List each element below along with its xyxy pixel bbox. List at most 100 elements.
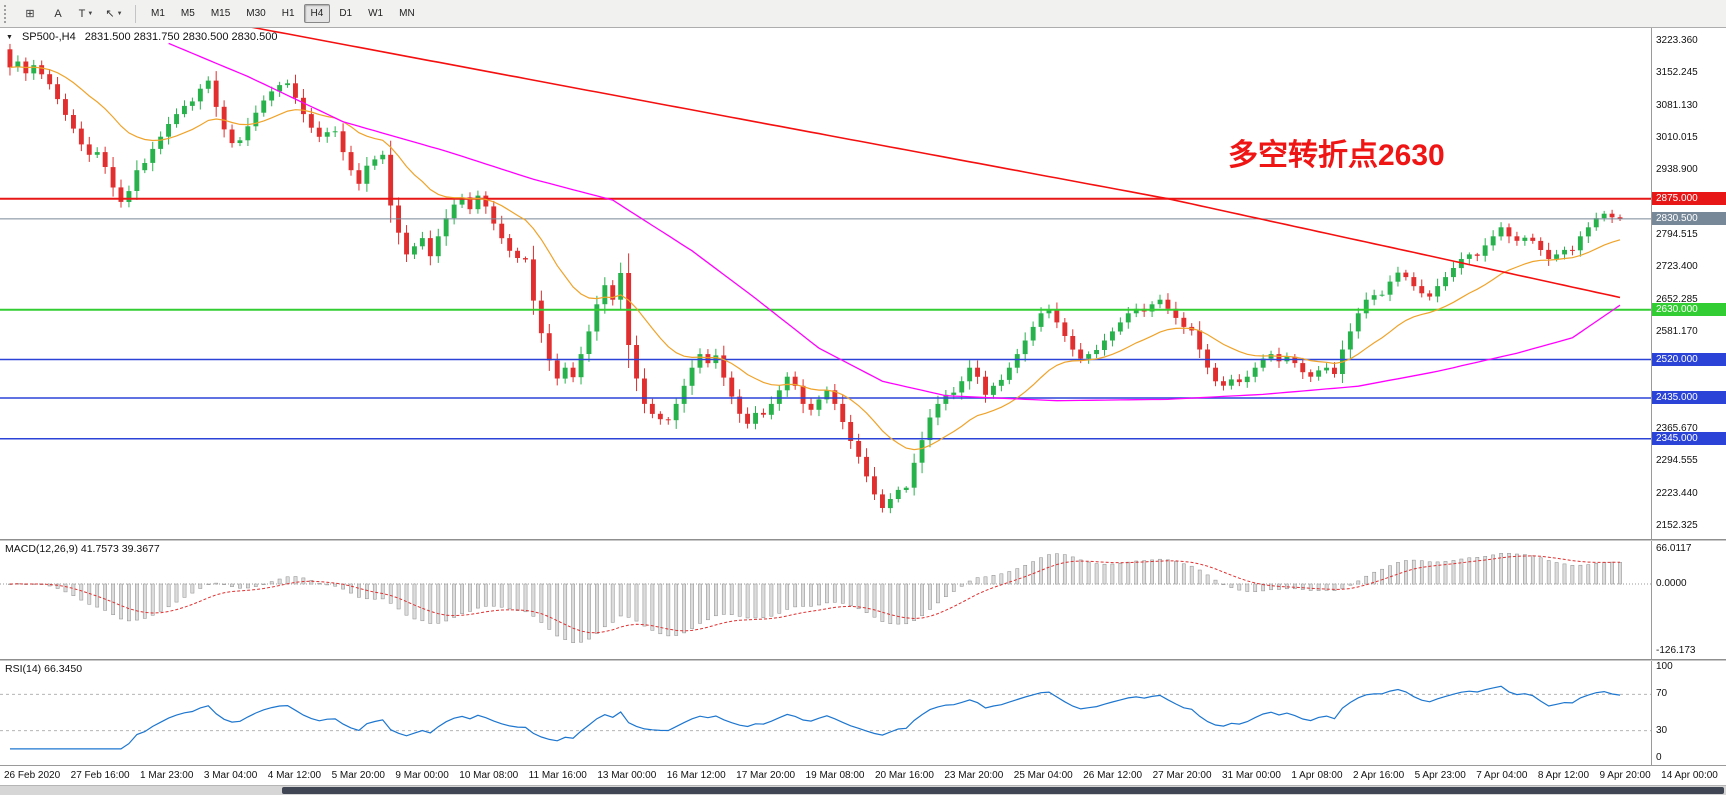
price-axis[interactable]: 3223.360 3152.245 3081.130 3010.015 2938.900…: [1651, 28, 1726, 539]
macd-axis[interactable]: 66.0117 0.0000 -126.173: [1651, 541, 1726, 659]
time-axis-label: 4 Mar 12:00: [267, 770, 322, 781]
rsi-axis[interactable]: 100 70 30 0: [1651, 661, 1726, 765]
main-chart-panel: ▼ SP500-,H4 2831.500 2831.750 2830.500 2…: [0, 28, 1726, 539]
rsi-label: RSI(14) 66.3450: [5, 663, 82, 675]
chart-ohlc: 2831.500 2831.750 2830.500 2830.500: [84, 31, 278, 43]
rsi-chart[interactable]: [0, 661, 1652, 765]
price-level-label: 2630.000: [1652, 302, 1726, 316]
rsi-axis-label: 100: [1656, 661, 1673, 672]
price-axis-label: 3010.015: [1656, 132, 1698, 143]
time-axis-label: 31 Mar 00:00: [1221, 770, 1281, 781]
chart-quick-nav-icon[interactable]: ▼: [6, 33, 13, 41]
chart-tools-group: ⊞ A T ▼ ↖ ▼: [16, 3, 128, 25]
chart-symbol-period: SP500-,H4: [21, 31, 76, 43]
font-tool-icon-button[interactable]: A: [44, 3, 72, 25]
price-axis-label: 2223.440: [1656, 487, 1698, 499]
time-axis-label: 26 Feb 2020: [4, 770, 61, 781]
rsi-panel: RSI(14) 66.3450 100 70 30 0: [0, 661, 1726, 765]
horizontal-scrollbar: [0, 785, 1726, 795]
timeframe-button-d1[interactable]: D1: [339, 8, 353, 19]
time-axis-label: 20 Mar 16:00: [874, 770, 934, 781]
macd-value-main: 41.7573: [80, 543, 119, 555]
time-axis-label: 5 Apr 23:00: [1414, 770, 1466, 781]
timeframe-button-h4[interactable]: H4: [303, 4, 331, 23]
macd-chart[interactable]: [0, 541, 1652, 659]
price-level-label: 2435.000: [1652, 390, 1726, 404]
macd-panel: MACD(12,26,9) 41.7573 39.3677 66.0117 0.0…: [0, 541, 1726, 659]
time-axis-label: 14 Apr 00:00: [1661, 770, 1718, 781]
price-axis-label: 2652.285: [1656, 293, 1698, 305]
price-level-label: 2875.000: [1652, 191, 1726, 205]
panel-separator: [0, 659, 1726, 661]
price-axis-label: 3152.245: [1656, 67, 1698, 79]
time-axis-label: 7 Apr 04:00: [1476, 770, 1528, 781]
time-axis-label: 13 Mar 00:00: [597, 770, 657, 781]
timeframe-button-mn[interactable]: MN: [399, 8, 415, 19]
time-axis-label: 16 Mar 12:00: [666, 770, 726, 781]
rsi-axis-label: 0: [1656, 752, 1662, 763]
chart-grid-icon-button[interactable]: ⊞: [16, 3, 44, 25]
font-tool-icon: A: [54, 7, 62, 20]
price-axis-label: 3223.360: [1656, 35, 1698, 46]
time-axis-label: 25 Mar 04:00: [1013, 770, 1073, 781]
text-tool-icon: T: [78, 7, 86, 20]
candlestick-chart[interactable]: [0, 28, 1652, 539]
panel-separator: [0, 539, 1726, 541]
toolbar-grip[interactable]: [4, 4, 10, 23]
toolbar-separator: [135, 4, 136, 23]
time-axis-label: 2 Apr 16:00: [1353, 770, 1405, 781]
dropdown-caret-icon: ▼: [87, 10, 94, 17]
timeframe-button-m5[interactable]: M5: [180, 8, 195, 19]
cursor-tool-icon-button[interactable]: ↖ ▼: [100, 3, 128, 25]
time-axis-label: 23 Mar 20:00: [944, 770, 1004, 781]
price-level-label: 2520.000: [1652, 352, 1726, 366]
price-axis-label: 3081.130: [1656, 99, 1698, 111]
rsi-name: RSI(14): [5, 663, 42, 675]
time-axis-label: 10 Mar 08:00: [459, 770, 519, 781]
rsi-value: 66.3450: [44, 663, 83, 675]
scrollbar-thumb[interactable]: [282, 787, 1724, 794]
time-axis-label: 27 Feb 16:00: [70, 770, 130, 781]
time-axis-label: 9 Apr 20:00: [1599, 770, 1651, 781]
price-axis-label: 2723.400: [1656, 261, 1698, 273]
toolbar: ⊞ A T ▼ ↖ ▼ M1 M5 M15 M30 H1 H4 D1 W1 MN: [0, 0, 1726, 28]
chart-title-bar: ▼ SP500-,H4 2831.500 2831.750 2830.500 2…: [6, 31, 277, 43]
chart-grid-icon: ⊞: [25, 8, 35, 20]
time-axis-label: 26 Mar 12:00: [1083, 770, 1143, 781]
macd-name: MACD(12,26,9): [5, 543, 78, 555]
timeframe-button-m1[interactable]: M1: [151, 8, 165, 19]
macd-axis-label: 66.0117: [1656, 543, 1692, 554]
price-axis-label: 2938.900: [1656, 164, 1698, 176]
macd-label: MACD(12,26,9) 41.7573 39.3677: [5, 543, 160, 555]
time-axis-label: 1 Apr 08:00: [1291, 770, 1343, 781]
timeframe-button-m30[interactable]: M30: [246, 8, 266, 19]
price-level-label: 2830.500: [1652, 211, 1726, 225]
price-axis-label: 2365.670: [1656, 423, 1698, 434]
cursor-tool-icon: ↖: [105, 8, 115, 20]
price-axis-label: 2294.555: [1656, 455, 1698, 467]
rsi-axis-label: 70: [1656, 688, 1668, 700]
time-axis-label: 11 Mar 16:00: [528, 770, 587, 781]
price-axis-label: 2794.515: [1656, 229, 1698, 240]
timeframe-button-m15[interactable]: M15: [210, 8, 231, 19]
time-axis-label: 19 Mar 08:00: [805, 770, 865, 781]
chart-area: ▼ SP500-,H4 2831.500 2831.750 2830.500 2…: [0, 28, 1726, 795]
text-tool-icon-button[interactable]: T ▼: [72, 3, 100, 25]
annotation-text: 多空转折点2630: [1228, 139, 1445, 172]
time-axis-label: 17 Mar 20:00: [736, 770, 796, 781]
price-level-label: 2345.000: [1652, 431, 1726, 445]
time-axis-label: 9 Mar 00:00: [395, 770, 449, 781]
dropdown-caret-icon: ▼: [116, 10, 123, 17]
time-axis-label: 1 Mar 23:00: [140, 770, 194, 781]
time-axis-label: 27 Mar 20:00: [1152, 770, 1212, 781]
time-axis[interactable]: 26 Feb 2020 27 Feb 16:00 1 Mar 23:00 3 Mar …: [0, 765, 1726, 785]
macd-value-signal: 39.3677: [121, 543, 160, 555]
time-axis-label: 5 Mar 20:00: [331, 770, 385, 781]
timeframe-button-w1[interactable]: W1: [368, 8, 384, 19]
timeframe-button-h1[interactable]: H1: [281, 8, 295, 19]
macd-axis-label: -126.173: [1656, 645, 1696, 656]
time-axis-label: 8 Apr 12:00: [1537, 770, 1590, 781]
rsi-axis-label: 30: [1656, 724, 1668, 736]
time-axis-label: 3 Mar 04:00: [203, 770, 258, 781]
